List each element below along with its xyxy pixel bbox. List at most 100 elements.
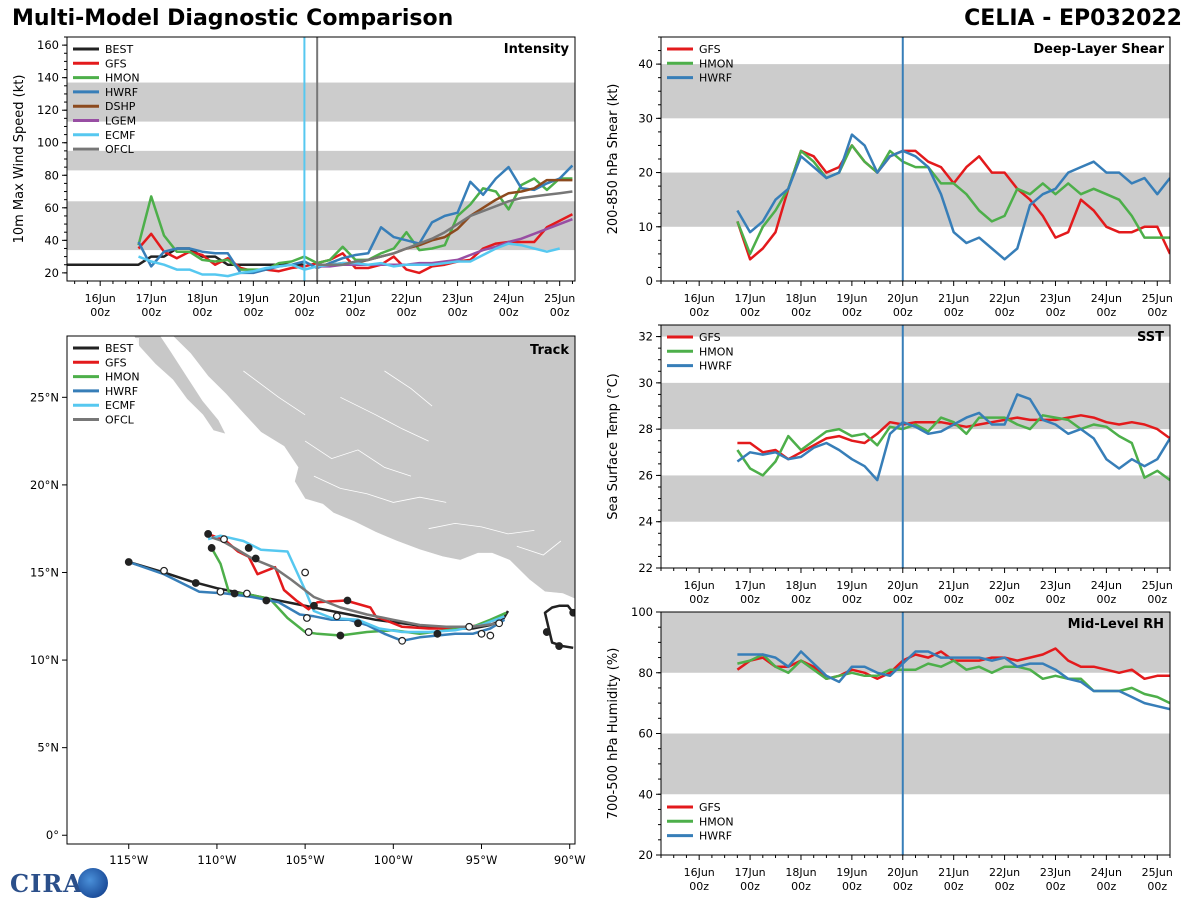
- rh-series-group: [736, 647, 1170, 711]
- track-marker: [569, 608, 575, 617]
- shear-title: Deep-Layer Shear: [1033, 42, 1164, 57]
- intensity-ytick-label: 120: [37, 103, 59, 117]
- track-best: [128, 560, 510, 630]
- track-marker: [336, 631, 345, 640]
- track-legend-label: GFS: [105, 356, 127, 369]
- state-border: [428, 522, 535, 535]
- shear-ytick-label: 20: [638, 166, 653, 180]
- rh-xtick-label: 00z: [1046, 880, 1066, 893]
- track-marker: [251, 554, 260, 563]
- shear-legend-label: HMON: [699, 57, 734, 70]
- shear-xtick-label: 00z: [1096, 306, 1116, 319]
- track-xtick-label: 105°W: [286, 853, 325, 867]
- shear-xtick-label: 00z: [1046, 306, 1066, 319]
- intensity-ytick-label: 140: [37, 71, 59, 85]
- rh-series-hwrf: [737, 650, 1170, 711]
- rh-xtick-label: 16Jun: [684, 866, 715, 879]
- shear-xtick-label: 00z: [893, 306, 913, 319]
- rh-ylabel: 700-500 hPa Humidity (%): [606, 648, 621, 820]
- rh-ytick-label: 80: [638, 666, 653, 680]
- track-xtick-label: 95°W: [466, 853, 498, 867]
- sst-series-hmon: [736, 414, 1170, 482]
- rh-xtick-label: 24Jun: [1091, 866, 1122, 879]
- track-legend-label: OFCL: [105, 414, 135, 427]
- track-marker: [191, 579, 200, 587]
- intensity-xtick-label: 24Jun: [493, 292, 524, 305]
- intensity-legend-label: BEST: [105, 43, 133, 56]
- track-gfs: [207, 532, 505, 630]
- track-marker: [302, 614, 311, 622]
- sst-xtick-label: 00z: [740, 593, 760, 606]
- intensity-legend-label: OFCL: [105, 143, 135, 156]
- shear-ytick-label: 40: [638, 57, 653, 71]
- page-title: Multi-Model Diagnostic Comparison: [12, 6, 454, 31]
- sst-xtick-label: 22Jun: [989, 579, 1020, 592]
- shear-xtick-label: 00z: [842, 306, 862, 319]
- sst-legend-label: HMON: [699, 345, 734, 358]
- rh-band: [661, 733, 1170, 795]
- track-frame: [66, 335, 576, 845]
- sst-xtick-label: 00z: [1096, 593, 1116, 606]
- shear-legend-label: GFS: [699, 43, 721, 56]
- shear-xtick-label: 16Jun: [684, 292, 715, 305]
- intensity-legend-label: GFS: [105, 57, 127, 70]
- sst-ytick-label: 30: [638, 376, 653, 390]
- intensity-ytick-label: 20: [44, 266, 59, 280]
- state-border: [304, 440, 412, 477]
- sst-band: [661, 475, 1170, 522]
- intensity-ytick-label: 60: [44, 201, 59, 215]
- track-marker: [555, 642, 564, 650]
- sst-band: [661, 325, 1170, 337]
- track-map-area: [124, 336, 575, 650]
- land-mass: [146, 336, 575, 600]
- shear-xtick-label: 00z: [995, 306, 1015, 319]
- track-marker: [398, 636, 407, 645]
- shear-series-hwrf: [736, 133, 1170, 261]
- intensity-series-ofcl: [317, 190, 573, 266]
- shear-xtick-label: 23Jun: [1040, 292, 1071, 305]
- intensity-xtick-label: 16Jun: [85, 292, 116, 305]
- sst-ytick-label: 28: [638, 422, 653, 436]
- shear-xtick-label: 25Jun: [1142, 292, 1173, 305]
- shear-xtick-label: 19Jun: [836, 292, 867, 305]
- track-best: [543, 604, 575, 650]
- state-border: [313, 475, 447, 503]
- shear-xtick-label: 00z: [689, 306, 709, 319]
- track-marker: [160, 566, 168, 575]
- intensity-xtick-label: 21Jun: [340, 292, 371, 305]
- globe-icon: [78, 868, 108, 898]
- intensity-title: Intensity: [504, 42, 570, 57]
- rh-xtick-label: 17Jun: [734, 866, 765, 879]
- sst-legend-label: GFS: [699, 331, 721, 344]
- rh-ytick-label: 40: [638, 787, 653, 801]
- track-ytick-label: 10°N: [30, 653, 59, 667]
- rh-xtick-label: 21Jun: [938, 866, 969, 879]
- intensity-legend-label: HWRF: [105, 86, 138, 99]
- shear-ylabel: 200-850 hPa Shear (kt): [606, 84, 621, 235]
- track-ytick-label: 25°N: [30, 390, 59, 404]
- rh-xtick-label: 25Jun: [1142, 866, 1173, 879]
- intensity-xtick-label: 00z: [243, 306, 263, 319]
- shear-band: [661, 172, 1170, 227]
- intensity-xtick-label: 00z: [346, 306, 366, 319]
- sst-series-hwrf: [736, 393, 1170, 482]
- cira-logo: CIRA: [4, 866, 108, 900]
- rh-xtick-label: 00z: [1147, 880, 1167, 893]
- track-marker: [477, 629, 486, 638]
- intensity-series-best: [67, 247, 305, 266]
- intensity-xtick-label: 00z: [397, 306, 417, 319]
- track-legend-label: HWRF: [105, 385, 138, 398]
- sst-ytick-label: 32: [638, 330, 653, 344]
- track-marker: [230, 589, 239, 598]
- track-marker: [433, 629, 442, 638]
- intensity-ylabel: 10m Max Wind Speed (kt): [12, 75, 27, 244]
- shear-xtick-label: 24Jun: [1091, 292, 1122, 305]
- shear-xtick-label: 22Jun: [989, 292, 1020, 305]
- track-marker: [310, 601, 318, 610]
- sst-xtick-label: 00z: [893, 593, 913, 606]
- track-legend-label: HMON: [105, 371, 140, 384]
- intensity-xtick-label: 18Jun: [187, 292, 218, 305]
- rh-xtick-label: 00z: [740, 880, 760, 893]
- intensity-xtick-label: 22Jun: [391, 292, 422, 305]
